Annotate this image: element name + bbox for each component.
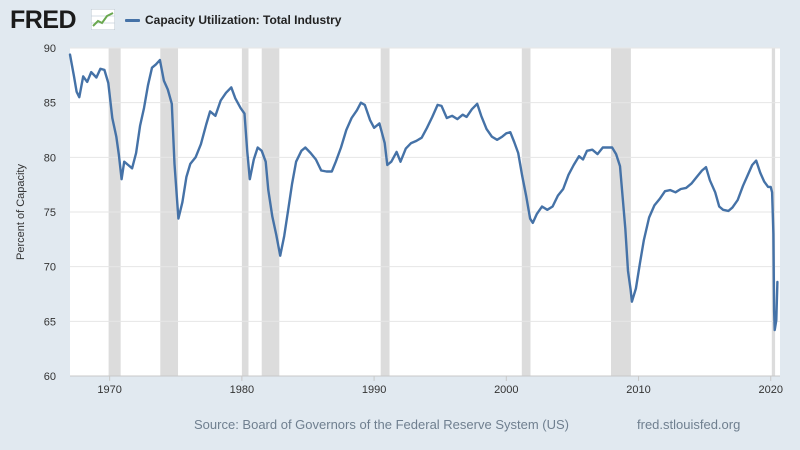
y-tick-label-85: 85 <box>44 98 56 110</box>
y-tick-label-75: 75 <box>44 207 56 219</box>
fred-logo[interactable]: FRED <box>10 6 77 34</box>
y-tick-label-70: 70 <box>44 262 56 274</box>
y-axis-title: Percent of Capacity <box>15 164 27 260</box>
y-axis: 60 65 70 75 80 85 90 <box>44 43 56 383</box>
x-tick-label-2020: 2020 <box>759 384 783 396</box>
x-tick-label-1980: 1980 <box>230 384 254 396</box>
chart-header: FRED Capacity Utilization: Total Industr… <box>0 0 800 40</box>
site-link[interactable]: fred.stlouisfed.org <box>637 417 741 432</box>
series-line-0[interactable] <box>68 53 779 332</box>
x-tick-label-2010: 2010 <box>626 384 650 396</box>
series-layer <box>68 53 779 332</box>
y-tick-label-90: 90 <box>44 43 56 55</box>
trend-line-icon <box>91 9 115 30</box>
y-tick-label-80: 80 <box>44 152 56 164</box>
y-tick-label-65: 65 <box>44 316 56 328</box>
x-tick-label-1990: 1990 <box>362 384 386 396</box>
legend-swatch <box>125 18 140 22</box>
y-tick-label-60: 60 <box>44 371 56 383</box>
x-tick-label-1970: 1970 <box>97 384 121 396</box>
chart-legend: Capacity Utilization: Total Industry <box>125 12 341 28</box>
legend-series-title[interactable]: Capacity Utilization: Total Industry <box>145 13 342 27</box>
source-note: Source: Board of Governors of the Federa… <box>194 417 569 432</box>
x-axis: 1970 1980 1990 2000 2010 2020 <box>70 375 783 396</box>
x-tick-label-2000: 2000 <box>494 384 518 396</box>
